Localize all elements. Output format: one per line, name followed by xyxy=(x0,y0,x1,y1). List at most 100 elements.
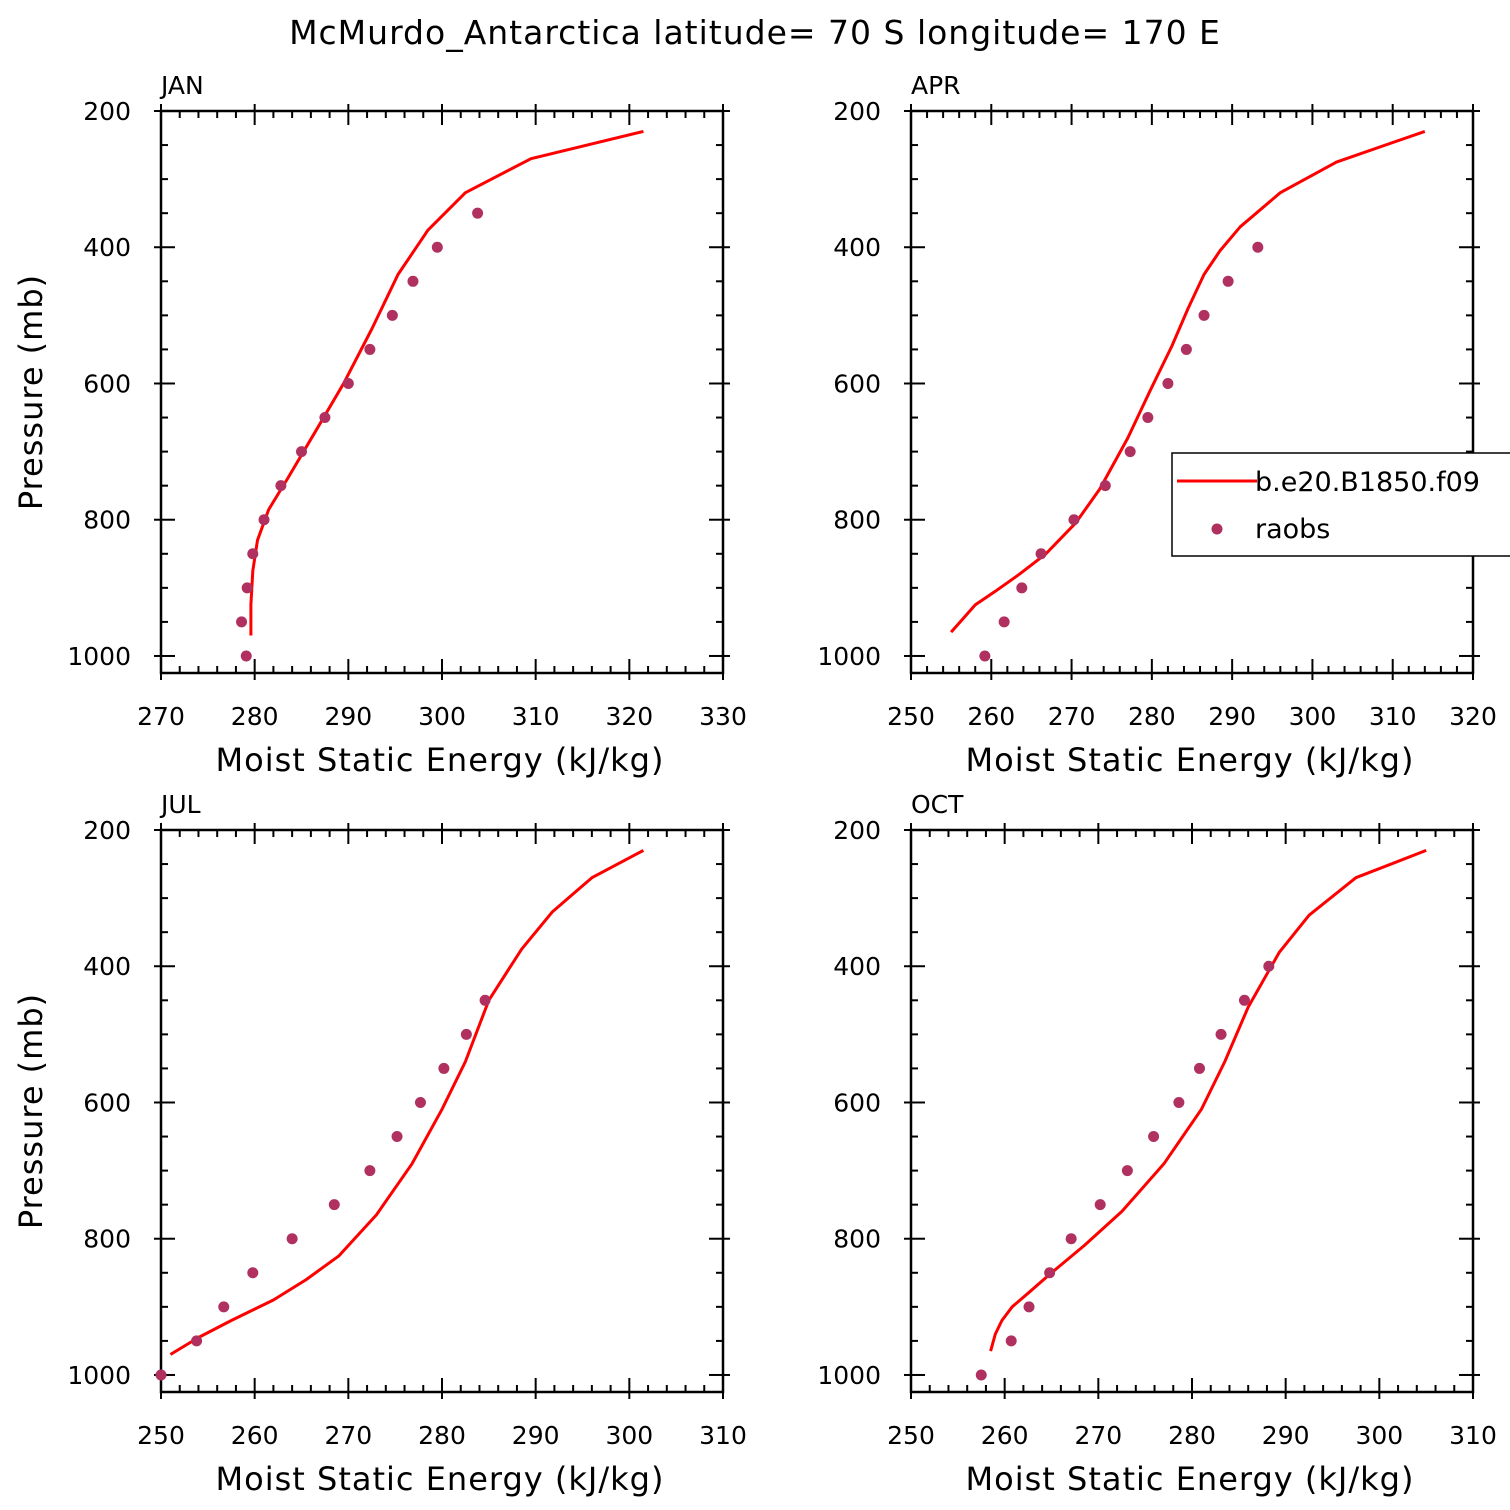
obs-point xyxy=(155,1369,167,1381)
obs-point xyxy=(1094,1199,1106,1211)
obs-point xyxy=(472,207,484,219)
y-tick-label: 600 xyxy=(833,1088,881,1117)
obs-point xyxy=(1023,1301,1035,1313)
obs-point xyxy=(1016,582,1028,594)
x-tick-label: 290 xyxy=(512,1421,560,1450)
obs-point xyxy=(1142,412,1154,424)
legend-label-model: b.e20.B1850.f09 xyxy=(1255,467,1480,498)
obs-point xyxy=(414,1096,426,1108)
main-title: McMurdo_Antarctica latitude= 70 S longit… xyxy=(289,13,1221,52)
obs-point xyxy=(247,548,259,560)
obs-point xyxy=(319,412,331,424)
series-line-model xyxy=(249,129,644,636)
x-tick-label: 300 xyxy=(1289,702,1337,731)
x-tick-label: 280 xyxy=(1128,702,1176,731)
obs-point xyxy=(1238,994,1250,1006)
obs-point xyxy=(438,1062,450,1074)
x-axis-title: Moist Static Energy (kJ/kg) xyxy=(966,1460,1415,1498)
panels: JAN 270 280 290 300 310 320 330 200 400 600 800 1000… xyxy=(12,71,1497,1498)
obs-point xyxy=(460,1028,472,1040)
x-tick-label: 330 xyxy=(699,702,747,731)
panel-label: JAN xyxy=(159,71,204,100)
x-tick-label: 320 xyxy=(605,702,653,731)
legend-marker-swatch xyxy=(1211,523,1223,535)
x-tick-label: 300 xyxy=(418,702,466,731)
obs-point xyxy=(975,1369,987,1381)
y-tick-label: 600 xyxy=(833,369,881,398)
obs-point xyxy=(1124,446,1136,458)
panel-jan: JAN 270 280 290 300 310 320 330 200 400 600 800 1000… xyxy=(12,71,747,779)
y-tick-label: 800 xyxy=(83,506,131,535)
y-tick-label: 200 xyxy=(833,816,881,845)
x-tick-label: 310 xyxy=(512,702,560,731)
y-tick-label: 400 xyxy=(83,952,131,981)
obs-point xyxy=(240,650,252,662)
panel-apr: APR 250 260 270 280 290 300 310 320 200 400 600 800 1… xyxy=(817,71,1496,779)
plot-frame xyxy=(909,828,1475,1394)
obs-point xyxy=(1198,309,1210,321)
y-tick-label: 1000 xyxy=(817,1361,881,1390)
panel-label: APR xyxy=(911,71,961,100)
x-tick-label: 250 xyxy=(887,702,935,731)
x-tick-label: 270 xyxy=(1048,702,1096,731)
obs-point xyxy=(1121,1165,1133,1177)
obs-point xyxy=(407,275,419,287)
legend: b.e20.B1850.f09 raobs xyxy=(1171,452,1510,557)
x-tick-label: 290 xyxy=(1262,1421,1310,1450)
obs-point xyxy=(364,1165,376,1177)
obs-point xyxy=(1068,514,1080,526)
panel-label: JUL xyxy=(159,790,201,819)
obs-point xyxy=(1065,1233,1077,1245)
y-tick-label: 600 xyxy=(83,369,131,398)
x-axis-title: Moist Static Energy (kJ/kg) xyxy=(216,1460,665,1498)
x-tick-label: 270 xyxy=(324,1421,372,1450)
panel-oct: OCT 250 260 270 280 290 300 310 200 400 600 800 1000… xyxy=(817,790,1496,1498)
x-tick-label: 250 xyxy=(887,1421,935,1450)
obs-point xyxy=(1162,377,1174,389)
x-tick-label: 260 xyxy=(231,1421,279,1450)
y-tick-label: 1000 xyxy=(67,1361,131,1390)
x-tick-label: 280 xyxy=(1168,1421,1216,1450)
obs-point xyxy=(1044,1267,1056,1279)
y-axis-title: Pressure (mb) xyxy=(12,993,50,1229)
obs-point xyxy=(275,480,287,492)
x-tick-label: 320 xyxy=(1449,702,1497,731)
obs-point xyxy=(1252,241,1264,253)
obs-point xyxy=(258,514,270,526)
y-tick-label: 800 xyxy=(833,1225,881,1254)
y-tick-label: 200 xyxy=(83,816,131,845)
x-tick-label: 260 xyxy=(981,1421,1029,1450)
obs-point xyxy=(1099,480,1111,492)
obs-point xyxy=(998,616,1010,628)
y-tick-label: 400 xyxy=(83,233,131,262)
x-tick-label: 300 xyxy=(605,1421,653,1450)
obs-point xyxy=(218,1301,230,1313)
x-axis-title: Moist Static Energy (kJ/kg) xyxy=(966,741,1415,779)
obs-point xyxy=(1222,275,1234,287)
series-line-model xyxy=(949,129,1426,634)
x-tick-label: 280 xyxy=(418,1421,466,1450)
obs-point xyxy=(1005,1335,1017,1347)
obs-point xyxy=(328,1199,340,1211)
y-tick-label: 200 xyxy=(833,97,881,126)
obs-point xyxy=(1148,1131,1160,1143)
obs-point xyxy=(979,650,991,662)
legend-box xyxy=(1171,452,1510,557)
obs-point xyxy=(1215,1028,1227,1040)
plot-frame xyxy=(909,109,1475,675)
x-axis-title: Moist Static Energy (kJ/kg) xyxy=(216,741,665,779)
x-tick-label: 280 xyxy=(231,702,279,731)
y-tick-label: 600 xyxy=(83,1088,131,1117)
obs-point xyxy=(342,377,354,389)
panel-jul: JUL 250 260 270 280 290 300 310 200 400 600 800 1000… xyxy=(12,790,747,1498)
y-tick-label: 800 xyxy=(83,1225,131,1254)
x-tick-label: 290 xyxy=(324,702,372,731)
obs-point xyxy=(391,1131,403,1143)
obs-point xyxy=(1173,1096,1185,1108)
obs-point xyxy=(236,616,248,628)
y-tick-label: 1000 xyxy=(817,642,881,671)
series-line-model xyxy=(169,849,645,1356)
y-tick-label: 1000 xyxy=(67,642,131,671)
x-tick-label: 270 xyxy=(1074,1421,1122,1450)
